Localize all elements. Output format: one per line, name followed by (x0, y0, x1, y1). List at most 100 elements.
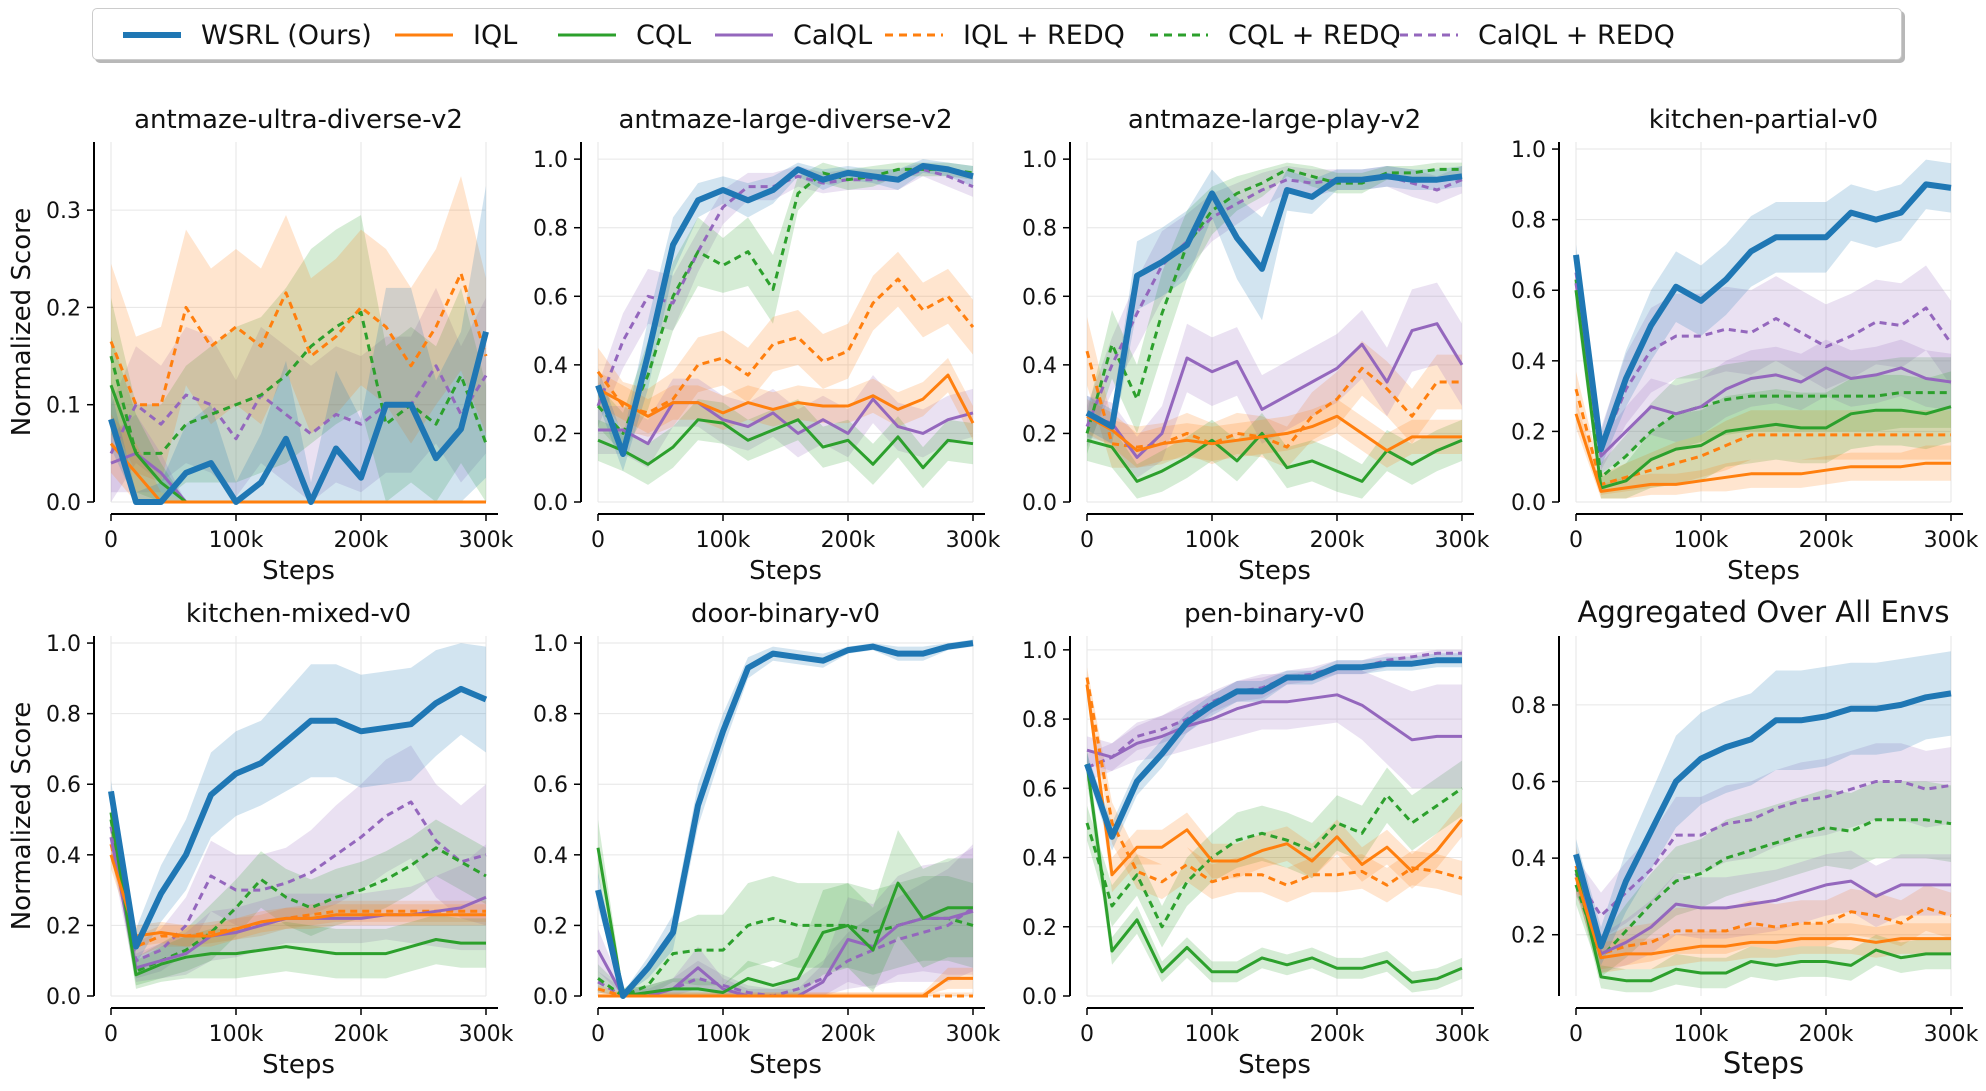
x-tick-label: 300k (946, 1022, 1001, 1047)
series-line-cql-redq (109, 819, 487, 973)
band-calql (1576, 850, 1951, 973)
chart-antmaze-large-play-v2: 0.0 0.2 0.4 0.6 0.8 1.0 0 100k 200k 300k antmaze-l… (1022, 105, 1490, 586)
y-tick-label: 0.1 (46, 394, 81, 419)
band-iql (1576, 862, 1951, 973)
series-line-iql-redq (109, 843, 486, 949)
series-line-cql (1574, 869, 1951, 983)
band-wsrl-ours (1087, 166, 1462, 444)
series-line-wsrl-ours (1573, 690, 1952, 950)
x-tick-label: 0 (591, 1022, 605, 1047)
y-tick-label: 0.8 (533, 217, 568, 242)
series-line-iql (1574, 876, 1951, 960)
x-tick-label: 0 (1080, 528, 1094, 553)
y-tick-label: 0.6 (1511, 279, 1546, 304)
x-axis-label: Steps (1238, 556, 1311, 586)
x-tick-label: 200k (334, 1022, 389, 1047)
series-line-iql (109, 442, 486, 504)
y-tick-label: 1.0 (46, 632, 81, 657)
legend: WSRL (Ours) IQL CQL CalQL IQL + REDQ CQL + RE… (92, 8, 1902, 60)
series-line-calql (1574, 872, 1951, 956)
band-cql (1576, 272, 1951, 499)
band-calql-redq (1576, 254, 1951, 471)
x-axis-label: Steps (1723, 1046, 1804, 1080)
x-tick-label: 100k (1674, 528, 1729, 553)
x-tick-label: 200k (1799, 528, 1854, 553)
y-tick-label: 0.4 (46, 844, 81, 869)
band-calql (598, 847, 973, 996)
series-line-calql (1574, 282, 1952, 458)
x-tick-label: 0 (1569, 528, 1583, 553)
legend-item-cql-redq: CQL + REDQ (1148, 9, 1401, 61)
band-calql (1087, 667, 1462, 789)
y-tick-label: 0.4 (533, 844, 568, 869)
band-calql-redq (111, 745, 486, 979)
legend-swatch (123, 32, 181, 38)
x-tick-label: 0 (1569, 1022, 1583, 1047)
chart-pen-binary-v0: 0.0 0.2 0.4 0.6 0.8 1.0 0 100k 200k 300k pen-binar… (1022, 599, 1490, 1080)
band-cql-redq (1087, 760, 1462, 948)
legend-item-iql: IQL (393, 9, 517, 61)
x-tick-label: 200k (1310, 528, 1365, 553)
y-tick-label: 0.6 (46, 773, 81, 798)
chart-title: antmaze-large-play-v2 (1128, 105, 1421, 135)
y-tick-label: 0.4 (1511, 350, 1546, 375)
y-tick-label: 0.6 (1022, 777, 1057, 802)
series-line-cql-redq (1085, 787, 1463, 929)
x-tick-label: 100k (209, 1022, 264, 1047)
x-tick-label: 100k (1185, 528, 1240, 553)
y-tick-label: 0.4 (1022, 354, 1057, 379)
x-tick-label: 300k (1924, 1022, 1979, 1047)
x-tick-label: 200k (334, 528, 389, 553)
y-tick-label: 0.8 (533, 703, 568, 728)
x-tick-label: 100k (1674, 1022, 1729, 1047)
chart-title: kitchen-mixed-v0 (186, 599, 411, 629)
series-line-cql (596, 847, 973, 998)
band-iql (1087, 674, 1462, 893)
legend-label: CalQL + REDQ (1478, 19, 1675, 51)
band-cql (598, 819, 973, 996)
y-tick-label: 1.0 (1511, 138, 1546, 163)
y-tick-label: 0.0 (1511, 491, 1546, 516)
x-tick-label: 100k (209, 528, 264, 553)
series-line-wsrl-ours (595, 640, 974, 999)
band-calql-redq (1087, 166, 1462, 448)
series-line-calql-redq (109, 364, 488, 455)
x-tick-label: 200k (821, 528, 876, 553)
y-tick-label: 0.4 (533, 354, 568, 379)
legend-swatch (1150, 33, 1208, 37)
band-calql-redq (598, 844, 973, 996)
series-line-iql-redq (1574, 865, 1952, 956)
x-axis-label: Steps (1238, 1050, 1311, 1080)
x-axis-label: Steps (262, 1050, 335, 1080)
series-line-calql (1086, 693, 1462, 759)
legend-swatch (885, 33, 943, 37)
band-wsrl-ours (111, 643, 486, 965)
x-tick-label: 300k (1924, 528, 1979, 553)
band-iql-redq (1576, 846, 1951, 970)
y-tick-label: 0.6 (1511, 771, 1546, 796)
series-line-iql (597, 373, 975, 424)
band-cql-redq (598, 876, 973, 996)
y-tick-label: 1.0 (533, 148, 568, 173)
band-iql-redq (111, 830, 486, 958)
band-iql-redq (1087, 667, 1462, 903)
band-wsrl-ours (1576, 651, 1951, 966)
band-cql-redq (598, 162, 973, 454)
series-line-cql (1574, 290, 1952, 490)
band-iql (111, 840, 486, 947)
band-iql (598, 358, 973, 441)
legend-swatch (395, 33, 453, 37)
series-line-iql (109, 854, 486, 938)
y-axis-label: Normalized Score (7, 208, 37, 437)
y-tick-label: 0.6 (1022, 285, 1057, 310)
band-cql-redq (1576, 781, 1951, 977)
x-tick-label: 300k (1435, 1022, 1490, 1047)
x-axis-label: Steps (1727, 556, 1800, 586)
band-cql-redq (1087, 162, 1462, 454)
band-iql (1087, 399, 1462, 468)
legend-item-calql: CalQL (713, 9, 872, 61)
y-tick-label: 0.2 (1511, 420, 1546, 445)
y-tick-label: 1.0 (533, 632, 568, 657)
x-tick-label: 0 (591, 528, 605, 553)
